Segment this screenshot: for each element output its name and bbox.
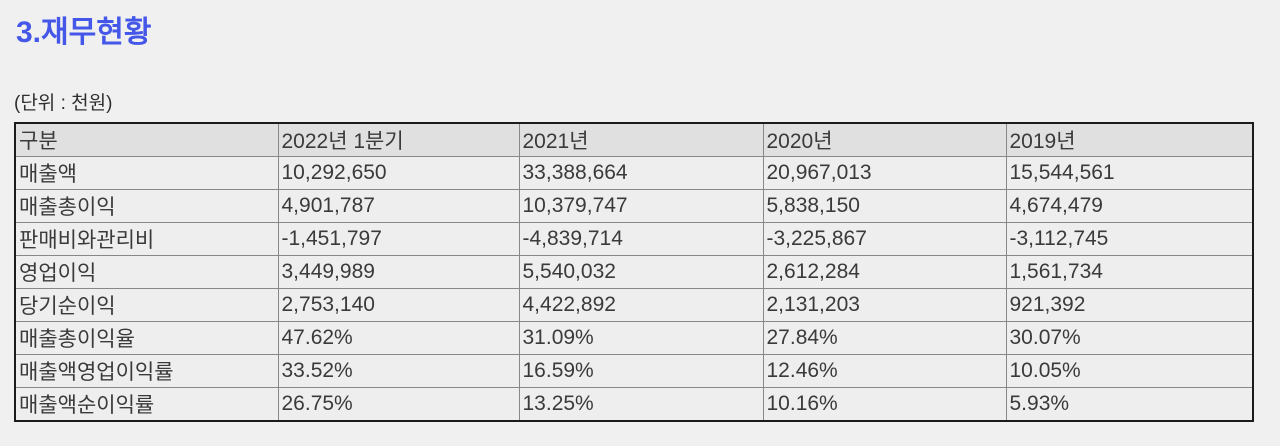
value-cell: 2,612,284: [762, 255, 1007, 290]
row-label-cell: 영업이익: [14, 255, 279, 290]
value-cell: 30.07%: [1005, 321, 1254, 356]
table-row: 매출액순이익률 26.75% 13.25% 10.16% 5.93%: [14, 387, 1254, 422]
table-row: 매출총이익율 47.62% 31.09% 27.84% 30.07%: [14, 321, 1254, 356]
column-header-2020: 2020년: [762, 122, 1007, 158]
table-row: 당기순이익 2,753,140 4,422,892 2,131,203 921,…: [14, 288, 1254, 323]
value-cell: 921,392: [1005, 288, 1254, 323]
row-label-cell: 매출액영업이익률: [14, 354, 279, 389]
column-header-2019: 2019년: [1005, 122, 1254, 158]
value-cell: 2,753,140: [277, 288, 520, 323]
value-cell: 2,131,203: [762, 288, 1007, 323]
unit-label: (단위 : 천원): [14, 92, 113, 114]
value-cell: -4,839,714: [518, 222, 764, 257]
value-cell: -1,451,797: [277, 222, 520, 257]
value-cell: 5.93%: [1005, 387, 1254, 422]
table-row: 판매비와관리비 -1,451,797 -4,839,714 -3,225,867…: [14, 222, 1254, 257]
value-cell: 16.59%: [518, 354, 764, 389]
row-label-cell: 당기순이익: [14, 288, 279, 323]
value-cell: 5,838,150: [762, 189, 1007, 224]
value-cell: 27.84%: [762, 321, 1007, 356]
value-cell: 10.16%: [762, 387, 1007, 422]
value-cell: 15,544,561: [1005, 156, 1254, 191]
column-header-2021: 2021년: [518, 122, 764, 158]
value-cell: 20,967,013: [762, 156, 1007, 191]
table-row: 매출액 10,292,650 33,388,664 20,967,013 15,…: [14, 156, 1254, 191]
value-cell: 26.75%: [277, 387, 520, 422]
page-title: 3.재무현황: [16, 16, 152, 49]
value-cell: 10.05%: [1005, 354, 1254, 389]
financial-status-table: 구분 2022년 1분기 2021년 2020년 2019년 매출액 10,29…: [14, 122, 1254, 423]
table-row: 영업이익 3,449,989 5,540,032 2,612,284 1,561…: [14, 255, 1254, 290]
value-cell: 47.62%: [277, 321, 520, 356]
value-cell: 31.09%: [518, 321, 764, 356]
value-cell: 12.46%: [762, 354, 1007, 389]
value-cell: 13.25%: [518, 387, 764, 422]
value-cell: 4,422,892: [518, 288, 764, 323]
value-cell: 33.52%: [277, 354, 520, 389]
row-label-cell: 매출총이익: [14, 189, 279, 224]
table-row: 매출총이익 4,901,787 10,379,747 5,838,150 4,6…: [14, 189, 1254, 224]
value-cell: 33,388,664: [518, 156, 764, 191]
value-cell: 5,540,032: [518, 255, 764, 290]
table-row: 매출액영업이익률 33.52% 16.59% 12.46% 10.05%: [14, 354, 1254, 389]
value-cell: 10,379,747: [518, 189, 764, 224]
row-label-cell: 매출액: [14, 156, 279, 191]
value-cell: 4,674,479: [1005, 189, 1254, 224]
value-cell: 1,561,734: [1005, 255, 1254, 290]
row-label-cell: 매출총이익율: [14, 321, 279, 356]
row-label-cell: 매출액순이익률: [14, 387, 279, 422]
value-cell: 3,449,989: [277, 255, 520, 290]
row-label-cell: 판매비와관리비: [14, 222, 279, 257]
column-header-2022q1: 2022년 1분기: [277, 122, 520, 158]
value-cell: -3,225,867: [762, 222, 1007, 257]
value-cell: 4,901,787: [277, 189, 520, 224]
column-header-category: 구분: [14, 122, 279, 158]
table-header-row: 구분 2022년 1분기 2021년 2020년 2019년: [14, 122, 1254, 158]
value-cell: -3,112,745: [1005, 222, 1254, 257]
value-cell: 10,292,650: [277, 156, 520, 191]
